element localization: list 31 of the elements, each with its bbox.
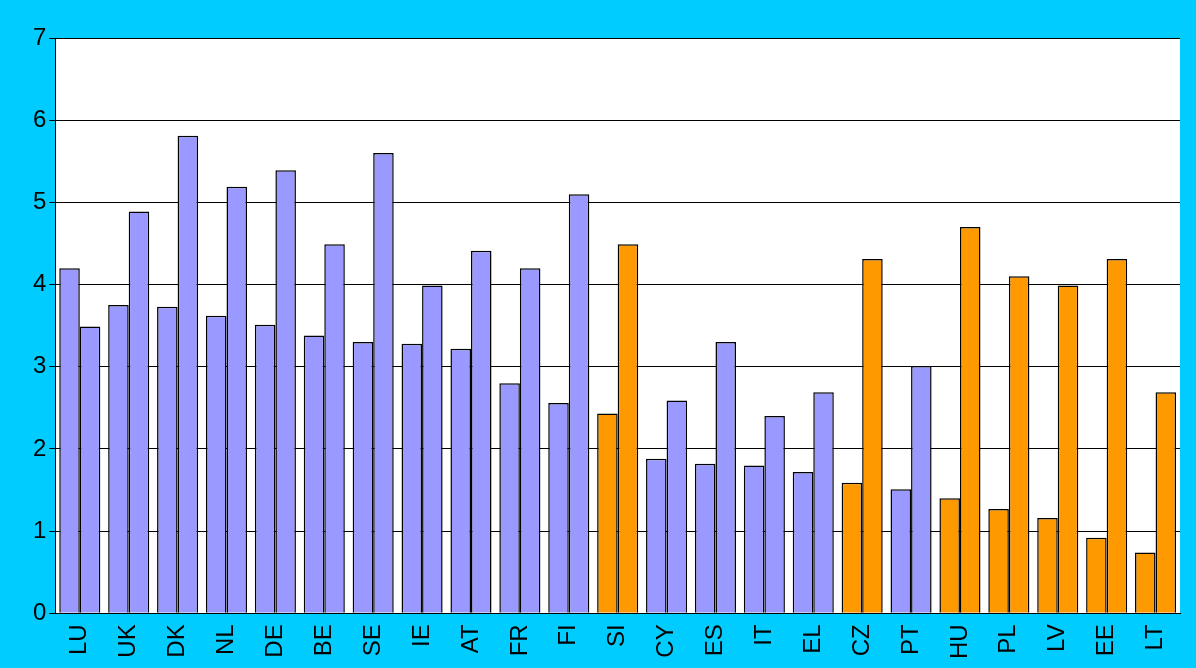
- y-tick-label: 6: [32, 104, 47, 132]
- x-tick-label: FI: [553, 624, 581, 646]
- x-tick-label: EE: [1091, 624, 1119, 657]
- x-tick-label: SE: [357, 624, 385, 657]
- x-tick-label: LT: [1140, 624, 1168, 651]
- x-tick-label: ES: [700, 624, 728, 657]
- x-tick-label: IT: [748, 624, 776, 646]
- y-tick-label: 0: [32, 597, 47, 625]
- y-tick-label: 4: [32, 269, 47, 297]
- x-tick-label: IE: [406, 624, 434, 648]
- y-tick-label: 2: [32, 433, 47, 461]
- x-tick-label: PT: [895, 624, 923, 656]
- x-tick-label: FR: [504, 624, 532, 657]
- x-tick-label: DE: [260, 624, 288, 658]
- y-tick-label: 7: [32, 22, 47, 50]
- x-tick-label: AT: [455, 624, 483, 654]
- x-tick-label: LV: [1042, 624, 1070, 652]
- x-tick-label: CZ: [846, 624, 874, 657]
- y-tick-label: 5: [32, 187, 47, 215]
- y-tick-label: 3: [32, 351, 47, 379]
- x-tick-label: LU: [64, 624, 92, 656]
- x-tick-label: UK: [113, 624, 141, 658]
- x-tick-label: PL: [993, 624, 1021, 654]
- x-tick-label: NL: [211, 624, 239, 656]
- x-tick-label: HU: [944, 624, 972, 660]
- x-tick-label: SI: [602, 624, 630, 648]
- x-tick-label: DK: [162, 624, 190, 658]
- x-tick-label: EL: [797, 624, 825, 654]
- x-tick-label: BE: [308, 624, 336, 657]
- y-tick-label: 1: [32, 515, 47, 543]
- x-tick-label: CY: [651, 624, 679, 658]
